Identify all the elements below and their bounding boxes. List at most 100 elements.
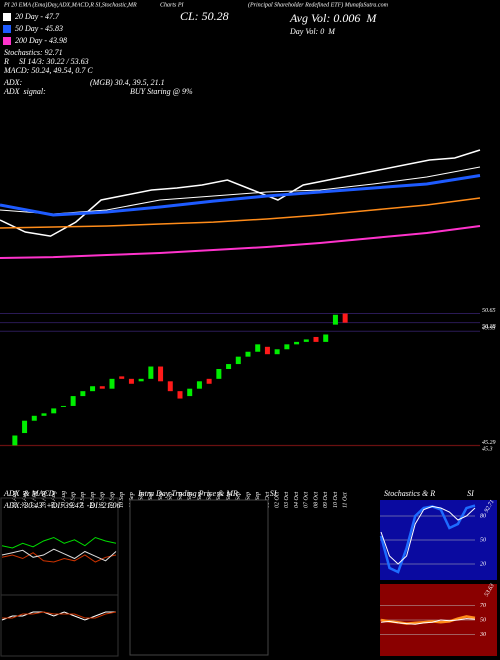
candle-body (196, 381, 202, 389)
candle-body (187, 388, 193, 397)
candle-body (226, 364, 232, 369)
line (1, 611, 116, 621)
candle-body (158, 366, 164, 382)
y-tick-label: 45.3 (482, 446, 493, 453)
x-tick-label: 03 Sep (71, 492, 77, 508)
line (0, 174, 481, 217)
legend-label: 200 Day - 43.98 (15, 36, 67, 45)
candle-body (235, 356, 241, 365)
candle-body (109, 378, 115, 389)
x-tick-label: 09 Sep (109, 492, 115, 508)
annotation: R SI 14/3: 30.22 / 53.63 (3, 57, 89, 66)
panel (129, 499, 269, 656)
panel-title: Stochastics & R SI (384, 489, 474, 498)
candle-body (245, 351, 251, 357)
panel-title: ADX & MACD (3, 489, 55, 498)
y-tick-label: 49.93 (482, 325, 496, 332)
line (1, 536, 117, 549)
value-label: 53.63 (484, 583, 496, 598)
candle-body (80, 391, 86, 397)
candle-body (264, 346, 270, 355)
panel (0, 497, 119, 657)
x-tick-label: 07 Oct (304, 492, 310, 508)
line (1, 548, 117, 562)
annotation: CL: 50.28 (180, 9, 229, 23)
candle-body (206, 378, 212, 384)
y-tick-label: 50 (480, 537, 486, 543)
candle-body (216, 368, 222, 379)
annotation: MACD: 50.24, 49.54, 0.7 C (3, 66, 93, 75)
candle-body (128, 378, 134, 384)
candle-body (313, 336, 319, 342)
x-tick-label: 28 Aug (41, 491, 47, 508)
x-tick-label: 05 Sep (90, 492, 96, 508)
line (380, 618, 476, 625)
x-tick-label: 11 Oct (343, 492, 349, 508)
y-tick-label: 80 (480, 513, 486, 519)
header-left: PI 20 EMA (Ema)Day,ADX,MACD,R SI,Stochas… (3, 1, 137, 8)
candle-body (177, 391, 183, 399)
line (0, 225, 481, 259)
candle-body (41, 413, 47, 416)
line (380, 505, 476, 565)
y-tick-label: 50.28 (482, 324, 496, 330)
candle-body (167, 381, 173, 392)
y-tick-label: 50 (480, 617, 486, 623)
annotation: ADX signal: (3, 87, 46, 96)
x-tick-label: 04 Oct (293, 492, 300, 508)
annotation: Day Vol: 0 M (289, 27, 336, 36)
x-tick-label: 10 Sep (119, 492, 125, 508)
x-tick-label: 10 Oct (333, 492, 339, 508)
candle-body (90, 386, 96, 392)
legend-swatch (3, 25, 11, 33)
y-tick-label: 45.29 (482, 439, 496, 446)
annotation: ADX: (3, 78, 23, 87)
legend-label: 20 Day - 47.7 (15, 12, 60, 21)
candle-body (51, 408, 57, 414)
candle-body (12, 435, 18, 446)
annotation: BUY Staring @ 9% (130, 87, 193, 96)
x-tick-label: 09 Oct (323, 492, 329, 508)
x-tick-label: 03 Oct (284, 492, 290, 508)
x-tick-label: 27 Aug (32, 491, 38, 508)
candle-body (22, 420, 28, 434)
candle-body (138, 378, 144, 382)
x-tick-label: 04 Sep (79, 492, 86, 508)
candle-body (342, 313, 348, 323)
value-label: 92.71 (484, 499, 496, 514)
candle-body (323, 334, 329, 342)
y-tick-label: 50.65 (482, 308, 496, 314)
candle-body (284, 344, 290, 350)
candle-body (99, 386, 105, 389)
candle-body (255, 344, 261, 352)
annotation: (MGB) 30.4, 39.5, 21.1 (90, 78, 165, 87)
candle-body (294, 341, 300, 345)
line (1, 552, 117, 563)
panel-subtitle: ADX: 30.43 +DI: 39.47 -DI: 21.06 (3, 501, 121, 510)
line (379, 504, 476, 574)
line (0, 197, 481, 229)
annotation: Avg Vol: 0.006 M (289, 11, 377, 25)
header-center: Charts PI (160, 2, 185, 8)
x-tick-label: 23 Aug (12, 491, 18, 508)
candle-body (274, 349, 280, 355)
line (380, 615, 476, 625)
x-tick-label: 08 Oct (313, 492, 319, 508)
y-tick-label: 30 (479, 632, 486, 638)
y-tick-label: 20 (480, 561, 486, 567)
candle-body (119, 376, 125, 379)
candle-body (60, 405, 66, 407)
x-tick-label: 26 Aug (22, 491, 28, 508)
legend-label: 50 Day - 45.83 (15, 24, 63, 33)
line (0, 149, 481, 237)
legend-swatch (3, 37, 11, 45)
candle-body (303, 339, 309, 342)
x-tick-label: 29 Aug (51, 491, 57, 508)
line (2, 611, 117, 619)
legend-swatch (3, 13, 11, 21)
candle-body (70, 396, 76, 406)
header-right: (Principal Shareholder Redefined ETF) Mu… (248, 1, 389, 8)
x-tick-label: 06 Sep (100, 492, 106, 508)
x-tick-label: 30 Aug (61, 491, 67, 509)
